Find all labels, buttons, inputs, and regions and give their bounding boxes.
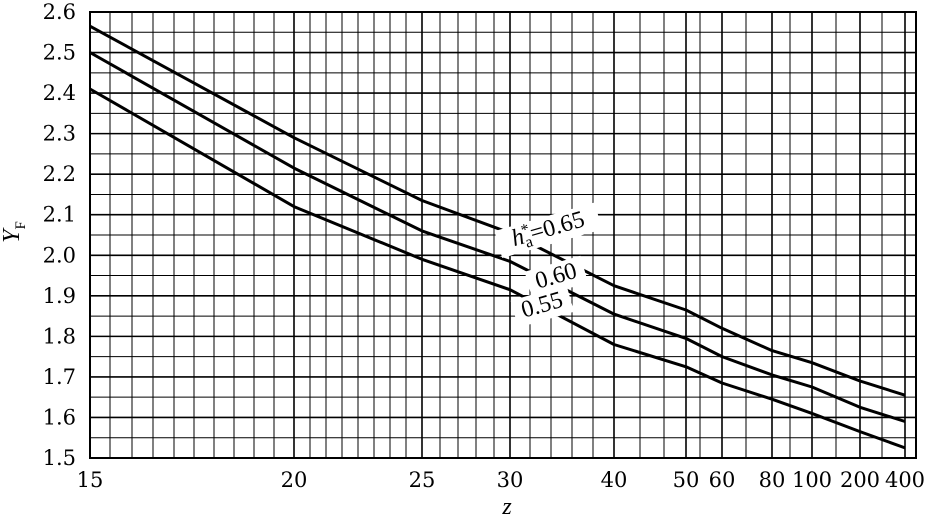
series-label-bg [510, 284, 575, 328]
chart-tick-labels: 1.5 1.6 1.7 1.8 1.9 2.0 2.1 2.2 2.3 2.4 2.5 2.6 15 20… [43, 0, 925, 492]
series-label-text: 0.55 [518, 287, 566, 324]
y-tick-label: 1.8 [43, 324, 76, 348]
y-tick-label: 2.1 [43, 203, 76, 227]
x-tick-label: 100 [792, 468, 832, 492]
series-line-1 [89, 24, 906, 397]
x-tick-label: 30 [497, 468, 524, 492]
plot-frame [89, 11, 917, 459]
y-axis-label: YF [0, 221, 29, 243]
chart-grid [89, 11, 917, 459]
y-tick-label: 2.2 [43, 162, 76, 186]
series-label-bg [494, 202, 603, 259]
x-tick-label: 200 [840, 468, 880, 492]
x-tick-label: 20 [281, 468, 308, 492]
y-tick-label: 2.6 [43, 0, 76, 24]
series-label-bg [524, 255, 589, 299]
y-tick-label: 1.6 [43, 405, 76, 429]
y-tick-label: 1.5 [43, 446, 76, 470]
y-tick-label: 1.9 [43, 284, 76, 308]
series-line-3 [89, 87, 906, 450]
series-label-3: 0.55 [510, 284, 575, 328]
y-tick-label: 1.7 [43, 365, 76, 389]
series-line-2 [89, 51, 906, 423]
x-axis-label: z [501, 494, 512, 520]
series-label-text: ha*=0.65 [508, 206, 588, 255]
x-tick-label: 40 [601, 468, 628, 492]
y-tick-label: 2.0 [43, 243, 76, 267]
x-tick-label: 25 [409, 468, 436, 492]
x-tick-label: 15 [77, 468, 104, 492]
x-tick-label: 80 [759, 468, 786, 492]
x-tick-label: 60 [709, 468, 736, 492]
y-tick-label: 2.4 [43, 81, 76, 105]
y-tick-label: 2.3 [43, 122, 76, 146]
x-tick-label: 400 [885, 468, 925, 492]
chart-curves [89, 24, 906, 450]
x-tick-label: 50 [673, 468, 700, 492]
y-tick-label: 2.5 [43, 41, 76, 65]
